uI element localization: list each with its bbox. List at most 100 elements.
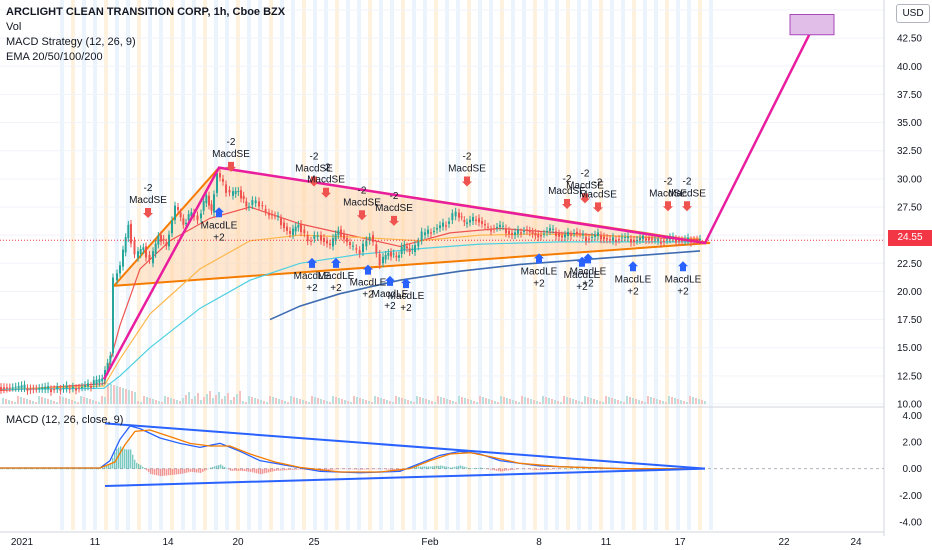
volume-bar <box>269 396 271 404</box>
volume-bar <box>53 401 55 404</box>
macd-histogram-bar <box>188 468 190 473</box>
volume-bar <box>623 402 625 404</box>
candle-body <box>185 222 187 224</box>
legend-macd-strategy[interactable]: MACD Strategy (12, 26, 9) <box>6 36 136 48</box>
candle-body <box>540 235 542 237</box>
macd-histogram-bar <box>554 468 556 470</box>
candle-body <box>490 229 492 232</box>
candle-body <box>130 223 132 244</box>
candle-body <box>334 234 337 241</box>
volume-bar <box>5 399 7 404</box>
candle-body <box>329 243 331 246</box>
price-tick-label: 42.50 <box>897 34 922 45</box>
candle-body <box>382 256 384 264</box>
macd-histogram-bar <box>144 468 146 470</box>
macd-histogram-bar <box>382 468 384 470</box>
volume-bar <box>98 402 100 404</box>
macd-histogram-bar <box>484 468 486 469</box>
candle-body <box>346 237 348 243</box>
price-tick-label: 15.00 <box>897 343 922 354</box>
candle-body <box>505 228 507 234</box>
macd-histogram-bar <box>206 468 208 470</box>
volume-bar <box>644 402 646 404</box>
volume-bar <box>239 391 241 404</box>
volume-bar <box>293 397 295 404</box>
candle-body <box>127 224 130 239</box>
candle-body <box>531 231 534 234</box>
signal-count: -2 <box>227 137 236 148</box>
volume-bar <box>695 398 697 404</box>
macd-histogram-bar <box>294 468 296 470</box>
signal-count: +2 <box>384 301 396 312</box>
macd-histogram-bar <box>26 468 28 470</box>
macd-histogram-bar <box>292 468 294 470</box>
signal-count: +2 <box>627 286 639 297</box>
session-band <box>555 0 559 530</box>
volume-bar <box>254 398 256 404</box>
candle-body <box>660 241 662 244</box>
volume-bar <box>8 400 10 404</box>
volume-bar <box>44 398 46 404</box>
candle-body <box>514 232 516 236</box>
macd-histogram-bar <box>122 447 124 469</box>
volume-bar <box>428 400 430 404</box>
buy-arrow-icon <box>385 275 395 286</box>
buy-arrow-icon <box>214 207 224 218</box>
candle-body <box>475 219 477 221</box>
candle-body <box>411 248 414 251</box>
volume-bar <box>113 385 115 404</box>
price-tick-label: 22.50 <box>897 259 922 270</box>
volume-bar <box>47 399 49 404</box>
volume-bar <box>314 397 316 404</box>
macd-histogram-bar <box>422 466 424 469</box>
candle-body <box>41 387 44 389</box>
volume-bar <box>425 399 427 404</box>
candle-body <box>579 233 581 235</box>
macd-histogram-bar <box>240 468 242 471</box>
macd-histogram-bar <box>56 468 58 470</box>
volume-bar <box>632 398 634 404</box>
candle-body <box>219 173 221 178</box>
legend-ema[interactable]: EMA 20/50/100/200 <box>6 51 103 63</box>
signal-count: -2 <box>390 191 399 202</box>
candle-body <box>133 240 136 255</box>
volume-bar <box>413 402 415 404</box>
macd-histogram-bar <box>548 468 550 470</box>
volume-bar <box>338 398 340 404</box>
volume-bar <box>671 397 673 404</box>
candle-body <box>675 239 677 243</box>
macd-histogram-bar <box>520 468 522 470</box>
buy-arrow-icon <box>363 264 373 275</box>
macd-histogram-bar <box>416 466 418 469</box>
macd-histogram-bar <box>456 466 458 469</box>
macd-histogram-bar <box>218 465 220 469</box>
macd-histogram-bar <box>148 468 150 473</box>
signal-label: MacdLE <box>570 266 607 277</box>
candle-body <box>84 385 86 387</box>
currency-button[interactable]: USD <box>896 4 930 23</box>
candle-body <box>29 388 32 391</box>
volume-bar <box>590 398 592 404</box>
macd-histogram-bar <box>58 468 60 470</box>
candle-body <box>582 234 584 236</box>
candle-body <box>154 243 157 254</box>
symbol-title[interactable]: ARCLIGHT CLEAN TRANSITION CORP, 1h, Cboe… <box>6 6 286 18</box>
volume-bar <box>182 398 184 404</box>
price-tick-label: 40.00 <box>897 62 922 73</box>
candle-body <box>420 231 423 241</box>
candle-body <box>633 239 635 243</box>
volume-bar <box>641 401 643 404</box>
candle-body <box>576 231 578 234</box>
sell-arrow-icon <box>593 202 603 213</box>
macd-histogram-bar <box>390 468 392 470</box>
macd-histogram-bar <box>200 468 202 473</box>
macd-histogram-bar <box>108 464 110 469</box>
macd-legend[interactable]: MACD (12, 26, close, 9) <box>6 414 124 426</box>
legend-vol[interactable]: Vol <box>6 21 22 33</box>
volume-bar <box>473 401 475 404</box>
volume-bar <box>458 396 460 404</box>
volume-bar <box>548 398 550 404</box>
macd-histogram-bar <box>290 468 292 470</box>
macd-histogram-bar <box>124 448 126 469</box>
macd-histogram-bar <box>332 468 334 470</box>
